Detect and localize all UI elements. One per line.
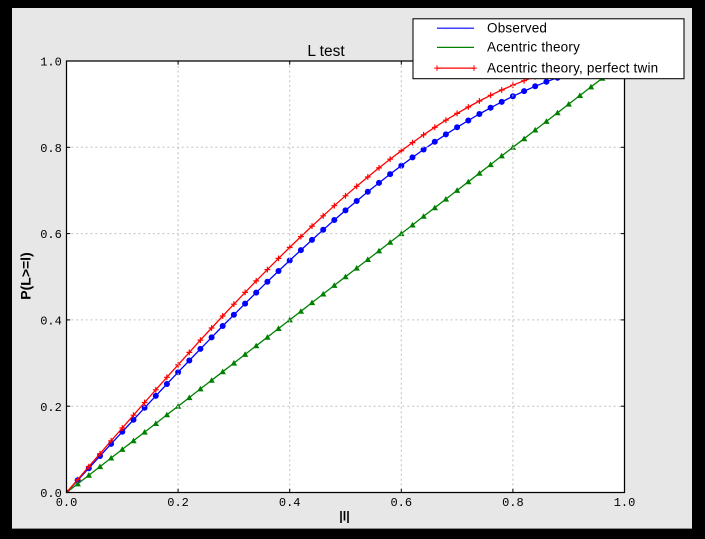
svg-text:0.4: 0.4 — [40, 315, 62, 329]
svg-text:Observed: Observed — [487, 21, 547, 36]
svg-text:0.4: 0.4 — [279, 496, 301, 510]
svg-text:0.6: 0.6 — [390, 496, 412, 510]
svg-text:0.2: 0.2 — [167, 496, 189, 510]
svg-text:0.6: 0.6 — [40, 228, 62, 242]
svg-text:Acentric theory: Acentric theory — [487, 40, 580, 55]
svg-text:0.0: 0.0 — [40, 487, 62, 501]
svg-text:0.8: 0.8 — [40, 142, 62, 156]
svg-text:0.8: 0.8 — [502, 496, 524, 510]
svg-text:Acentric theory, perfect twin: Acentric theory, perfect twin — [487, 60, 658, 75]
svg-text:P(L>=l): P(L>=l) — [18, 252, 34, 299]
svg-text:L test: L test — [307, 43, 345, 60]
svg-text:1.0: 1.0 — [40, 56, 62, 70]
svg-text:0.2: 0.2 — [40, 401, 62, 415]
svg-text:1.0: 1.0 — [614, 496, 636, 510]
svg-text:|l|: |l| — [339, 510, 349, 524]
svg-text:0.0: 0.0 — [56, 496, 78, 510]
